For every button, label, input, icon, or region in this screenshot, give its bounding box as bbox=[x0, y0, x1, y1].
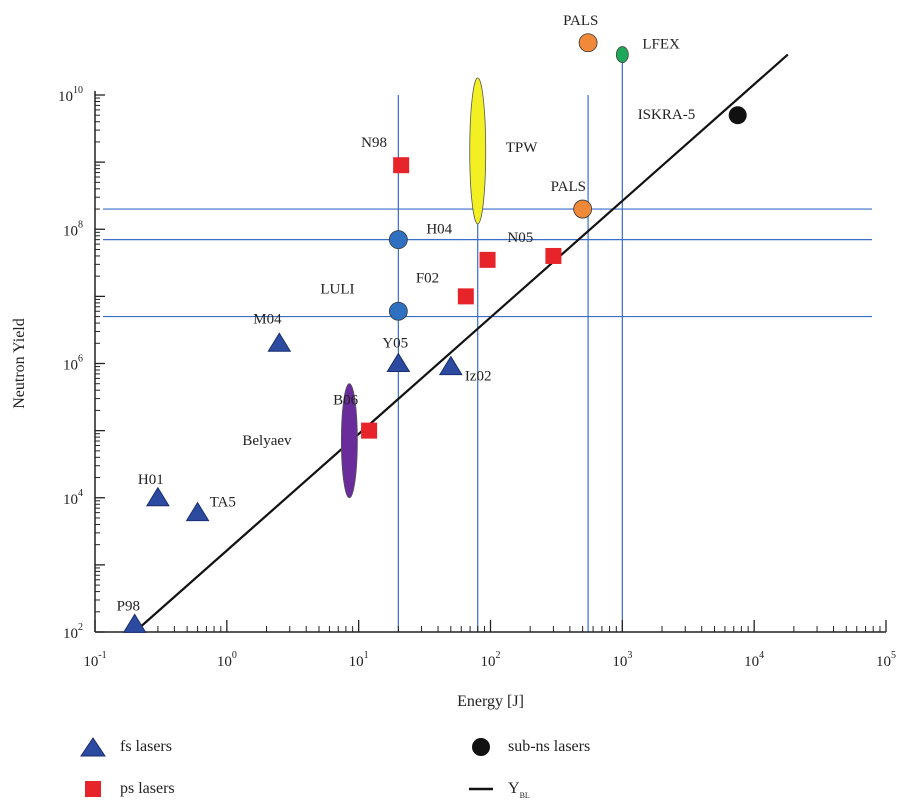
square-marker bbox=[361, 422, 378, 439]
circle-marker bbox=[578, 33, 598, 53]
circle-marker bbox=[728, 106, 747, 125]
x-tick-label: 101 bbox=[349, 650, 369, 670]
legend-label-ybl: YBL bbox=[508, 780, 530, 800]
circle-marker bbox=[388, 230, 408, 250]
y-tick-label: 102 bbox=[63, 622, 83, 642]
chart-legend: fs lasers ps lasers sub-ns lasers YBL bbox=[0, 735, 902, 805]
y-axis-title: Neutron Yield bbox=[11, 318, 28, 409]
circle-icon bbox=[466, 735, 496, 759]
point-label: H04 bbox=[426, 222, 452, 238]
point-label: B06 bbox=[333, 393, 359, 409]
y-tick-label: 104 bbox=[63, 488, 83, 508]
fit-line-ybl bbox=[133, 53, 789, 632]
line-icon bbox=[466, 777, 496, 801]
y-tick-label: 1010 bbox=[58, 85, 83, 105]
legend-item-ps: ps lasers bbox=[78, 777, 175, 801]
ellipse-marker bbox=[615, 46, 629, 63]
x-tick-label: 105 bbox=[876, 650, 896, 670]
square-marker bbox=[545, 247, 562, 264]
triangle-marker bbox=[122, 613, 147, 633]
legend-item-ybl: YBL bbox=[466, 777, 530, 801]
point-label: PALS bbox=[551, 179, 586, 195]
circle-marker bbox=[573, 199, 593, 219]
point-label: M04 bbox=[253, 311, 282, 327]
legend-label-ps: ps lasers bbox=[120, 780, 175, 797]
x-tick-label: 100 bbox=[217, 650, 237, 670]
triangle-marker bbox=[438, 355, 463, 376]
y-tick-label: 106 bbox=[63, 354, 83, 374]
point-label: Belyaev bbox=[242, 433, 292, 449]
triangle-marker bbox=[386, 352, 411, 372]
circle-marker bbox=[388, 301, 408, 321]
point-label: H01 bbox=[138, 472, 164, 488]
point-label: N98 bbox=[361, 135, 387, 151]
point-label: ISKRA-5 bbox=[638, 107, 696, 123]
legend-item-subns: sub-ns lasers bbox=[466, 735, 590, 759]
square-marker bbox=[457, 288, 474, 305]
legend-label-fs: fs lasers bbox=[120, 738, 172, 755]
legend-label-subns: sub-ns lasers bbox=[508, 738, 591, 755]
point-label: Iz02 bbox=[465, 369, 492, 385]
point-label: N05 bbox=[507, 230, 533, 246]
point-label: F02 bbox=[416, 270, 439, 286]
x-tick-label: 102 bbox=[481, 650, 501, 670]
square-marker bbox=[479, 251, 496, 268]
point-label: TA5 bbox=[210, 495, 236, 511]
y-tick-label: 108 bbox=[63, 219, 83, 239]
triangle-icon bbox=[78, 735, 108, 759]
x-tick-label: 103 bbox=[612, 650, 632, 670]
square-marker bbox=[393, 157, 410, 174]
triangle-marker bbox=[267, 332, 292, 352]
point-label: PALS bbox=[563, 13, 598, 29]
point-label: LFEX bbox=[642, 37, 680, 53]
point-label: P98 bbox=[117, 598, 140, 614]
point-label: Y05 bbox=[382, 336, 408, 352]
point-label: TPW bbox=[506, 140, 539, 156]
x-tick-label: 10-1 bbox=[83, 650, 106, 670]
x-tick-label: 104 bbox=[744, 650, 764, 670]
triangle-marker bbox=[185, 501, 210, 522]
legend-item-fs: fs lasers bbox=[78, 735, 172, 759]
x-axis-title: Energy [J] bbox=[457, 693, 524, 710]
ellipse-marker bbox=[469, 77, 487, 225]
square-icon bbox=[78, 777, 108, 801]
triangle-marker bbox=[146, 486, 170, 507]
ellipse-marker bbox=[340, 383, 358, 499]
point-label: LULI bbox=[320, 281, 354, 297]
chart-canvas: 10-1 100 101 102 103 104 105 102 104 106 108 1010 En… bbox=[11, 13, 896, 710]
